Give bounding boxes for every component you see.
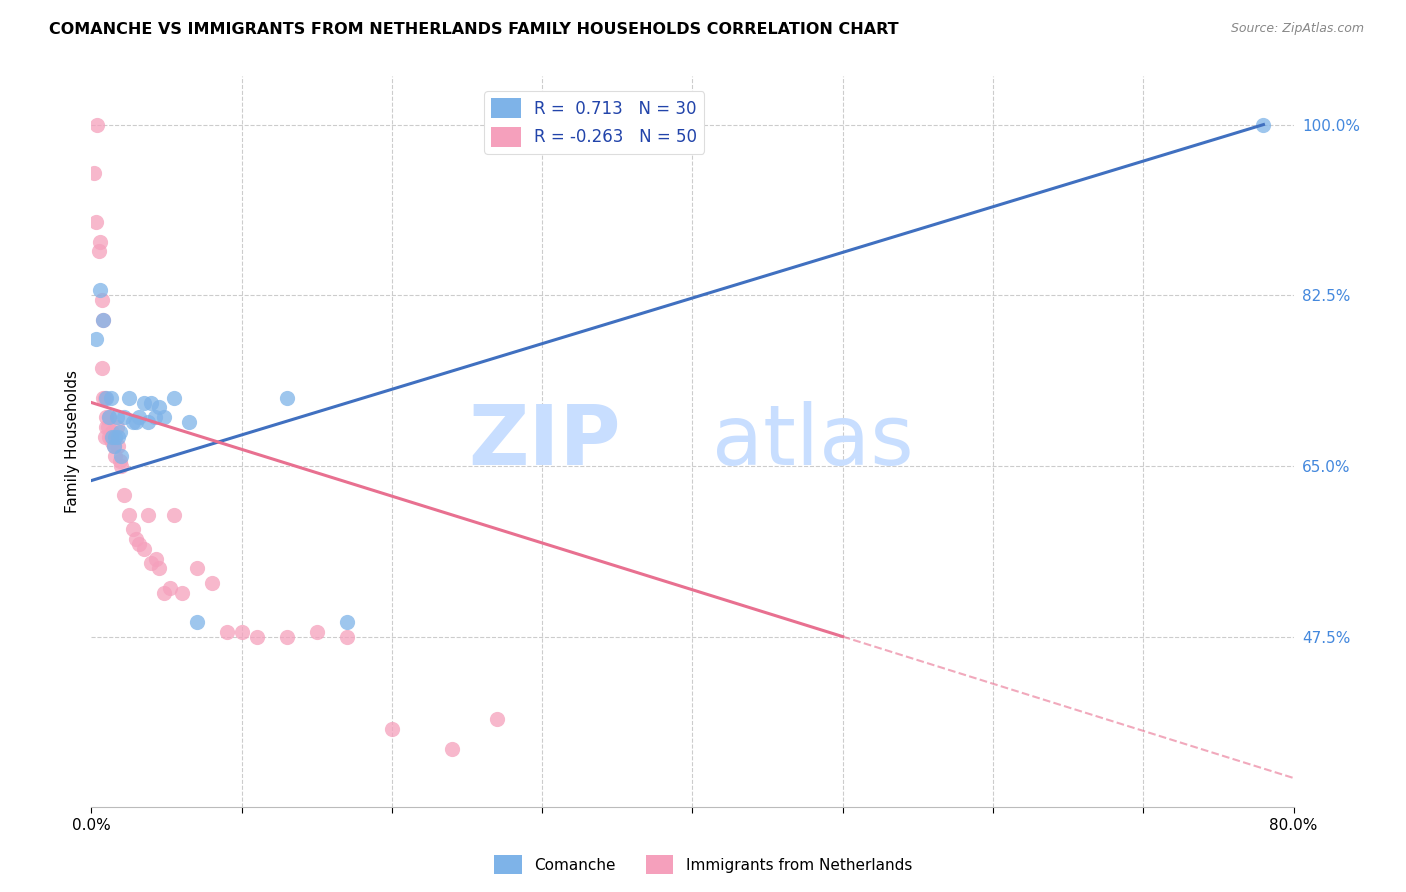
Point [94, 391, 117, 405]
Point [138, 415, 160, 429]
Point [152, 410, 174, 425]
Point [93, 391, 115, 405]
Point [305, 624, 328, 639]
Point [108, 454, 131, 468]
Point [100, 430, 122, 444]
Point [159, 581, 181, 595]
Point [125, 415, 148, 429]
Point [105, 410, 128, 425]
Point [83, 166, 105, 180]
Point [98, 410, 121, 425]
Point [103, 439, 125, 453]
Point [128, 410, 150, 425]
Point [231, 624, 253, 639]
Point [118, 508, 141, 522]
Point [97, 420, 120, 434]
Point [138, 508, 160, 522]
Point [118, 391, 141, 405]
Point [103, 439, 125, 453]
Point [148, 401, 170, 415]
Point [132, 541, 155, 556]
Point [276, 630, 298, 644]
Point [186, 615, 208, 629]
Point [381, 723, 404, 737]
Point [86, 118, 108, 132]
Point [101, 430, 124, 444]
Point [101, 434, 124, 449]
Text: ZIP: ZIP [468, 401, 620, 482]
Point [170, 585, 193, 599]
Point [128, 537, 150, 551]
Point [122, 522, 145, 536]
Point [96, 420, 118, 434]
Point [94, 430, 117, 444]
Text: Source: ZipAtlas.com: Source: ZipAtlas.com [1230, 22, 1364, 36]
Point [96, 391, 118, 405]
Point [108, 425, 131, 439]
Point [201, 576, 224, 591]
Point [215, 624, 238, 639]
Point [141, 395, 163, 409]
Point [177, 415, 200, 429]
Point [122, 415, 145, 429]
Point [87, 244, 110, 259]
Point [100, 391, 122, 405]
Point [132, 395, 155, 409]
Point [90, 293, 112, 307]
Point [110, 458, 132, 473]
Legend: Comanche, Immigrants from Netherlands: Comanche, Immigrants from Netherlands [488, 849, 918, 880]
Legend: R =  0.713   N = 30, R = -0.263   N = 50: R = 0.713 N = 30, R = -0.263 N = 50 [485, 92, 704, 153]
Point [93, 312, 115, 326]
Point [114, 488, 136, 502]
Point [98, 430, 121, 444]
Point [101, 425, 124, 439]
Point [89, 284, 111, 298]
Point [114, 410, 136, 425]
Y-axis label: Family Households: Family Households [65, 370, 80, 513]
Point [163, 391, 186, 405]
Point [145, 551, 167, 566]
Point [84, 215, 107, 229]
Point [110, 449, 132, 463]
Point [336, 615, 359, 629]
Point [98, 410, 121, 425]
Point [90, 361, 112, 376]
Text: COMANCHE VS IMMIGRANTS FROM NETHERLANDS FAMILY HOUSEHOLDS CORRELATION CHART: COMANCHE VS IMMIGRANTS FROM NETHERLANDS … [49, 22, 898, 37]
Point [1253, 118, 1275, 132]
Point [107, 439, 129, 453]
Point [440, 741, 463, 756]
Point [93, 312, 115, 326]
Point [84, 332, 107, 346]
Point [141, 557, 163, 571]
Point [148, 561, 170, 575]
Point [89, 235, 111, 249]
Point [125, 532, 148, 546]
Point [104, 430, 127, 444]
Point [105, 420, 128, 434]
Point [107, 430, 129, 444]
Point [143, 410, 166, 425]
Point [246, 630, 269, 644]
Point [152, 585, 174, 599]
Point [104, 449, 127, 463]
Point [186, 561, 208, 575]
Point [336, 630, 359, 644]
Point [276, 391, 298, 405]
Text: atlas: atlas [711, 401, 914, 482]
Point [486, 713, 509, 727]
Point [96, 410, 118, 425]
Point [163, 508, 186, 522]
